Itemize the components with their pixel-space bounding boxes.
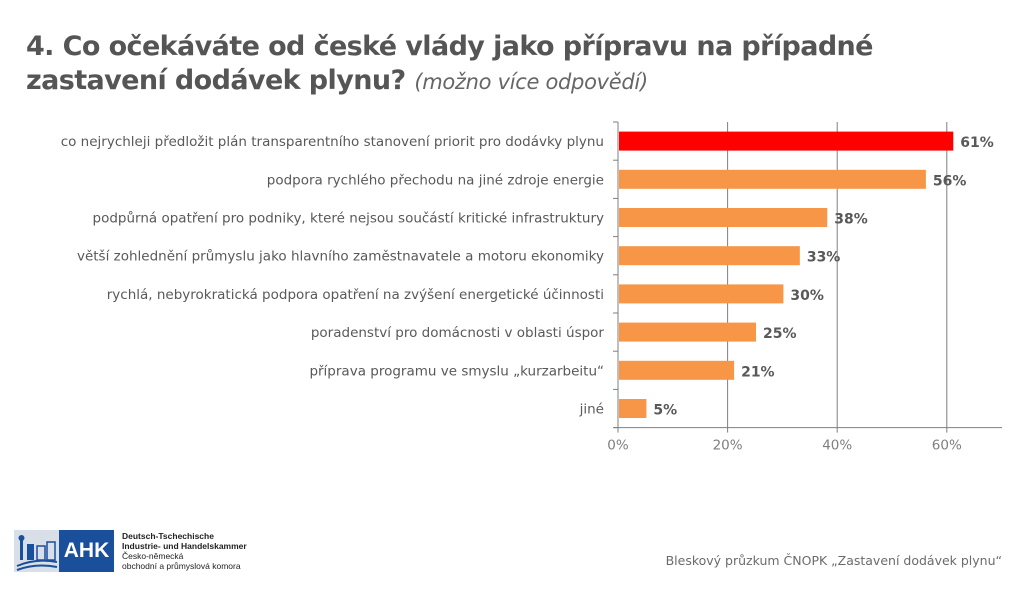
logo-line-3: Česko-německá [122, 551, 184, 561]
title-main: 4. Co očekáváte od české vlády jako příp… [26, 31, 873, 96]
bar [619, 284, 784, 304]
value-label: 21% [741, 364, 775, 380]
logo-text: Deutsch-Tschechische Industrie- und Hand… [122, 531, 247, 571]
x-tick-label: 0% [607, 438, 629, 454]
category-label: větší zohlednění průmyslu jako hlavního … [77, 249, 604, 265]
source-footer: Bleskový průzkum ČNOPK „Zastavení dodáve… [665, 553, 1002, 568]
bar [619, 322, 756, 342]
gridlines [727, 122, 948, 428]
page-title: 4. Co očekáváte od české vlády jako příp… [26, 30, 1006, 99]
category-label: co nejrychleji předložit plán transparen… [61, 134, 604, 150]
value-label: 30% [790, 288, 824, 304]
value-label: 33% [807, 250, 841, 266]
bar [619, 246, 800, 266]
city-skyline-icon [14, 530, 59, 572]
category-label: poradenství pro domácnosti v oblasti úsp… [311, 325, 605, 341]
title-note: (možno více odpovědí) [414, 70, 648, 94]
axes: 0% 20% 40% 60% [607, 121, 1002, 454]
category-label: příprava programu ve smyslu „kurzarbeitu… [309, 363, 604, 379]
category-label: jiné [579, 402, 604, 418]
bars [619, 131, 954, 418]
x-tick-label: 40% [822, 438, 852, 454]
logo-line-2: Industrie- und Handelskammer [122, 541, 247, 551]
bar [619, 169, 926, 189]
logo-line-1: Deutsch-Tschechische [122, 531, 214, 541]
x-tick-label: 20% [713, 438, 743, 454]
logo-mark: AHK [14, 530, 114, 572]
value-label: 38% [834, 212, 868, 228]
value-label: 25% [763, 326, 797, 342]
category-label: podpůrná opatření pro podniky, které nej… [93, 211, 604, 227]
bar [619, 360, 735, 380]
value-label: 56% [933, 173, 967, 189]
category-labels: co nejrychleji předložit plán transparen… [61, 134, 605, 417]
value-label: 5% [653, 403, 677, 419]
bar [619, 131, 954, 151]
value-labels: 61% 56% 38% 33% 30% 25% 21% 5% [653, 135, 993, 418]
category-label: podpora rychlého přechodu na jiné zdroje… [267, 172, 604, 188]
bar [619, 399, 647, 418]
logo-line-4: obchodní a průmyslová komora [122, 561, 241, 571]
category-label: rychlá, nebyrokratická podpora opatření … [107, 287, 604, 303]
x-tick-label: 60% [932, 438, 962, 454]
ahk-logo: AHK Deutsch-Tschechische Industrie- und … [14, 530, 247, 572]
logo-ahk-text: AHK [59, 530, 114, 572]
bar [619, 208, 828, 227]
value-label: 61% [960, 135, 994, 151]
